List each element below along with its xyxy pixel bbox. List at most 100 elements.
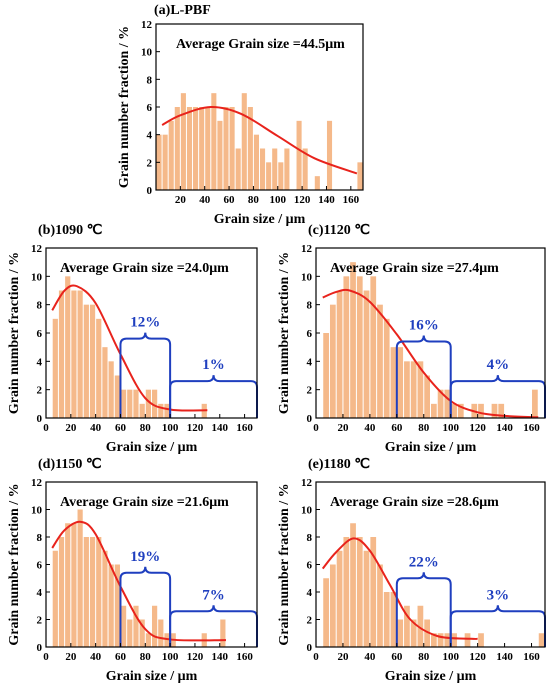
bar-a-22 xyxy=(296,120,302,190)
bar-a-25 xyxy=(326,120,333,190)
bar-a-1 xyxy=(162,134,168,190)
xtick-label-c-6: 120 xyxy=(469,422,486,434)
xtick-label-b-0: 0 xyxy=(43,422,49,434)
bar-e-2 xyxy=(336,550,343,647)
xtick-label-b-4: 80 xyxy=(140,422,152,434)
ytick-label-a-3: 6 xyxy=(147,102,153,114)
bar-c-2 xyxy=(336,290,343,418)
bar-a-26 xyxy=(357,162,363,190)
bar-c-25 xyxy=(532,389,538,418)
bar-a-19 xyxy=(272,148,278,190)
bar-d-1 xyxy=(58,537,65,647)
bar-e-7 xyxy=(370,537,377,647)
bar-e-11 xyxy=(397,619,404,647)
brace-d-0 xyxy=(119,566,172,647)
brace-c-0 xyxy=(395,335,452,418)
xtick-label-e-0: 0 xyxy=(313,651,319,663)
bar-a-18 xyxy=(266,162,272,190)
bar-a-14 xyxy=(241,93,247,190)
xtick-label-b-6: 120 xyxy=(187,422,204,434)
bar-a-12 xyxy=(229,107,235,190)
ytick-label-d-3: 6 xyxy=(37,560,43,572)
bar-c-1 xyxy=(329,304,336,418)
ytick-label-c-0: 0 xyxy=(307,413,313,425)
avg-annotation-a: Average Grain size =44.5μm xyxy=(176,37,345,52)
bar-e-9 xyxy=(383,592,390,647)
xtick-label-e-4: 80 xyxy=(418,651,430,663)
ytick-label-d-6: 12 xyxy=(31,477,43,489)
brace-label-c-1: 4% xyxy=(487,357,510,373)
bar-b-12 xyxy=(127,389,133,418)
bar-b-14 xyxy=(139,403,145,418)
ytick-label-e-4: 8 xyxy=(307,532,313,544)
bar-b-17 xyxy=(158,403,164,418)
xtick-label-d-7: 140 xyxy=(212,651,229,663)
brace-c-1 xyxy=(449,375,546,418)
bar-a-17 xyxy=(260,148,266,190)
bar-b-10 xyxy=(114,375,120,418)
brace-label-e-1: 3% xyxy=(487,587,510,603)
panel-title-e: (e)1180 ℃ xyxy=(308,457,370,472)
bar-e-18 xyxy=(444,633,451,647)
bar-d-8 xyxy=(102,550,108,647)
xtick-label-d-8: 160 xyxy=(236,651,253,663)
bar-d-21 xyxy=(220,619,226,647)
brace-b-0 xyxy=(119,332,172,418)
bar-a-20 xyxy=(278,162,284,190)
bar-b-11 xyxy=(120,389,127,418)
ytick-label-e-1: 2 xyxy=(307,615,313,627)
ylabel-d: Grain number fraction / % xyxy=(7,483,22,645)
ylabel-b: Grain number fraction / % xyxy=(7,252,22,414)
bar-e-15 xyxy=(424,619,430,647)
avg-annotation-c: Average Grain size =27.4μm xyxy=(330,261,499,276)
bar-c-10 xyxy=(390,347,397,418)
bar-b-8 xyxy=(102,347,108,418)
bar-d-17 xyxy=(158,619,164,647)
xlabel-a: Grain size / μm xyxy=(214,212,306,227)
ytick-label-b-2: 4 xyxy=(37,356,43,368)
xtick-label-e-6: 120 xyxy=(469,651,486,663)
ytick-label-a-0: 0 xyxy=(147,185,153,197)
brace-e-1 xyxy=(449,605,546,647)
bar-b-0 xyxy=(52,318,58,418)
bar-c-4 xyxy=(350,262,356,418)
bar-c-15 xyxy=(424,375,430,418)
bar-e-19 xyxy=(451,633,457,647)
xtick-label-e-7: 140 xyxy=(496,651,513,663)
ytick-label-a-1: 2 xyxy=(147,157,153,169)
bar-a-6 xyxy=(193,107,199,190)
bar-d-18 xyxy=(164,633,170,647)
bar-b-3 xyxy=(71,290,77,418)
bar-d-14 xyxy=(139,619,145,647)
bar-c-11 xyxy=(397,347,404,418)
panel-a: 0 2 4 6 8 10 12 20 40 60 80 100 120 140 160 Grain size … xyxy=(117,3,364,227)
bar-d-3 xyxy=(71,523,77,647)
bar-e-8 xyxy=(377,564,383,647)
xlabel-c: Grain size / μm xyxy=(385,440,477,455)
xtick-label-e-5: 100 xyxy=(442,651,459,663)
brace-e-0 xyxy=(395,572,452,647)
bar-a-24 xyxy=(314,176,320,190)
bar-a-23 xyxy=(302,148,308,190)
bar-c-18 xyxy=(444,389,451,418)
bar-a-8 xyxy=(205,107,211,190)
bar-c-17 xyxy=(437,389,444,418)
xtick-label-c-1: 20 xyxy=(337,422,349,434)
bar-a-9 xyxy=(211,93,217,190)
xtick-label-c-5: 100 xyxy=(442,422,459,434)
bar-b-18 xyxy=(164,403,170,418)
bar-e-0 xyxy=(323,578,329,647)
bar-d-13 xyxy=(133,605,139,647)
ytick-label-e-5: 10 xyxy=(301,505,313,517)
bar-e-16 xyxy=(431,633,437,647)
ytick-label-c-1: 2 xyxy=(307,385,313,397)
bar-a-13 xyxy=(235,148,241,190)
fit-curve-e xyxy=(321,537,478,640)
bar-e-20 xyxy=(464,633,471,647)
bar-b-1 xyxy=(58,290,65,418)
bar-d-11 xyxy=(120,605,127,647)
xtick-label-d-5: 100 xyxy=(162,651,179,663)
fit-curve-a xyxy=(161,105,358,175)
brace-label-b-1: 1% xyxy=(202,357,225,373)
